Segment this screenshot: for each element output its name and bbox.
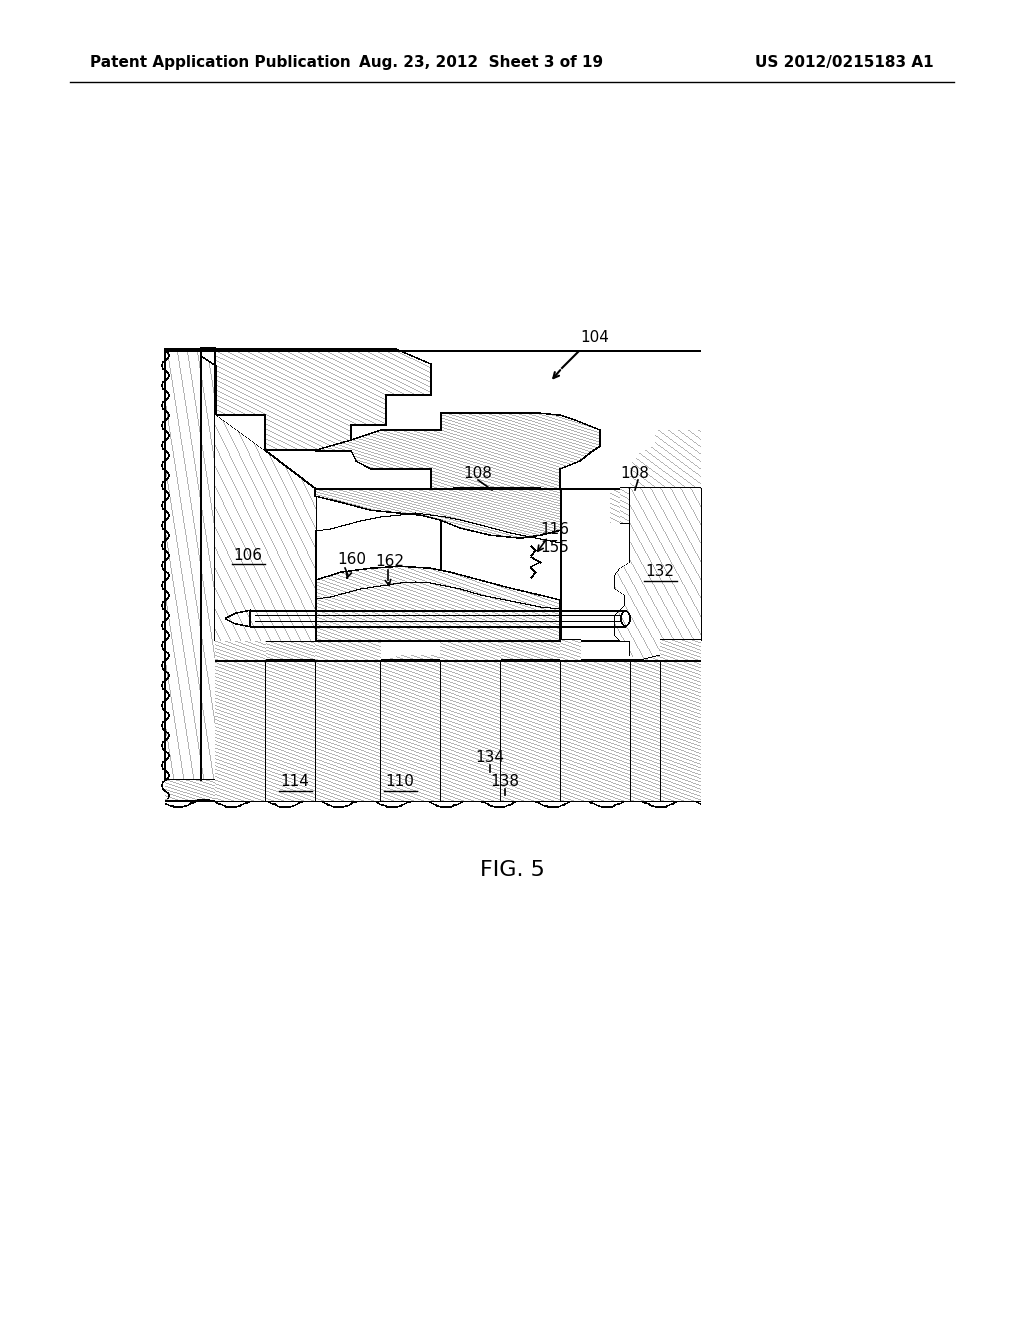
- Text: Patent Application Publication: Patent Application Publication: [90, 54, 351, 70]
- Text: 116: 116: [541, 523, 569, 537]
- Text: 138: 138: [490, 775, 519, 789]
- Text: US 2012/0215183 A1: US 2012/0215183 A1: [756, 54, 934, 70]
- Text: 114: 114: [281, 775, 309, 789]
- Text: 162: 162: [376, 554, 404, 569]
- Text: 155: 155: [541, 540, 569, 556]
- Text: 106: 106: [233, 548, 262, 562]
- Text: 108: 108: [464, 466, 493, 480]
- Text: 134: 134: [475, 751, 505, 766]
- Text: Aug. 23, 2012  Sheet 3 of 19: Aug. 23, 2012 Sheet 3 of 19: [359, 54, 603, 70]
- Text: 108: 108: [621, 466, 649, 480]
- Text: 160: 160: [338, 553, 367, 568]
- Text: 110: 110: [386, 775, 415, 789]
- Text: FIG. 5: FIG. 5: [479, 861, 545, 880]
- Text: 104: 104: [581, 330, 609, 346]
- Text: 132: 132: [645, 565, 675, 579]
